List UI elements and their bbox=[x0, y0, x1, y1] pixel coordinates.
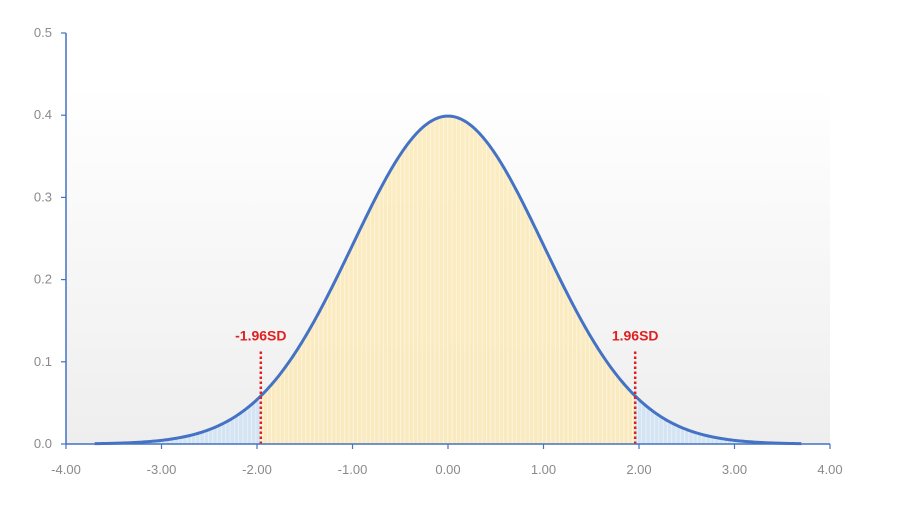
y-tick-label: 0.5 bbox=[34, 25, 52, 40]
y-tick-label: 0.0 bbox=[34, 436, 52, 451]
y-tick-label: 0.1 bbox=[34, 354, 52, 369]
shaded-region-3 bbox=[635, 395, 802, 444]
y-tick-label: 0.3 bbox=[34, 189, 52, 204]
annotation-label-neg: -1.96SD bbox=[235, 327, 286, 343]
density-curve bbox=[94, 114, 802, 446]
annotations: -1.96SD 1.96SD bbox=[235, 327, 659, 444]
y-tick-label: 0.4 bbox=[34, 107, 52, 122]
x-tick-label: 3.00 bbox=[722, 462, 747, 477]
shaded-region-1 bbox=[94, 395, 261, 444]
x-tick-label: 2.00 bbox=[626, 462, 651, 477]
x-tick-label: 1.00 bbox=[531, 462, 556, 477]
axes: 0.0 0.1 0.2 0.3 0.4 0.5 -4.00 -3.00 -2.00 -1.00 0.… bbox=[34, 25, 843, 477]
x-tick-label: -4.00 bbox=[51, 462, 81, 477]
region-stripes-2 bbox=[262, 116, 633, 444]
annotation-label-pos: 1.96SD bbox=[612, 327, 659, 343]
x-tick-label: 4.00 bbox=[817, 462, 842, 477]
x-tick-label: -3.00 bbox=[147, 462, 177, 477]
y-tick-label: 0.2 bbox=[34, 272, 52, 287]
x-tick-label: -1.00 bbox=[338, 462, 368, 477]
x-tick-label: -2.00 bbox=[242, 462, 272, 477]
shaded-regions bbox=[94, 116, 802, 444]
x-tick-label: 0.00 bbox=[435, 462, 460, 477]
